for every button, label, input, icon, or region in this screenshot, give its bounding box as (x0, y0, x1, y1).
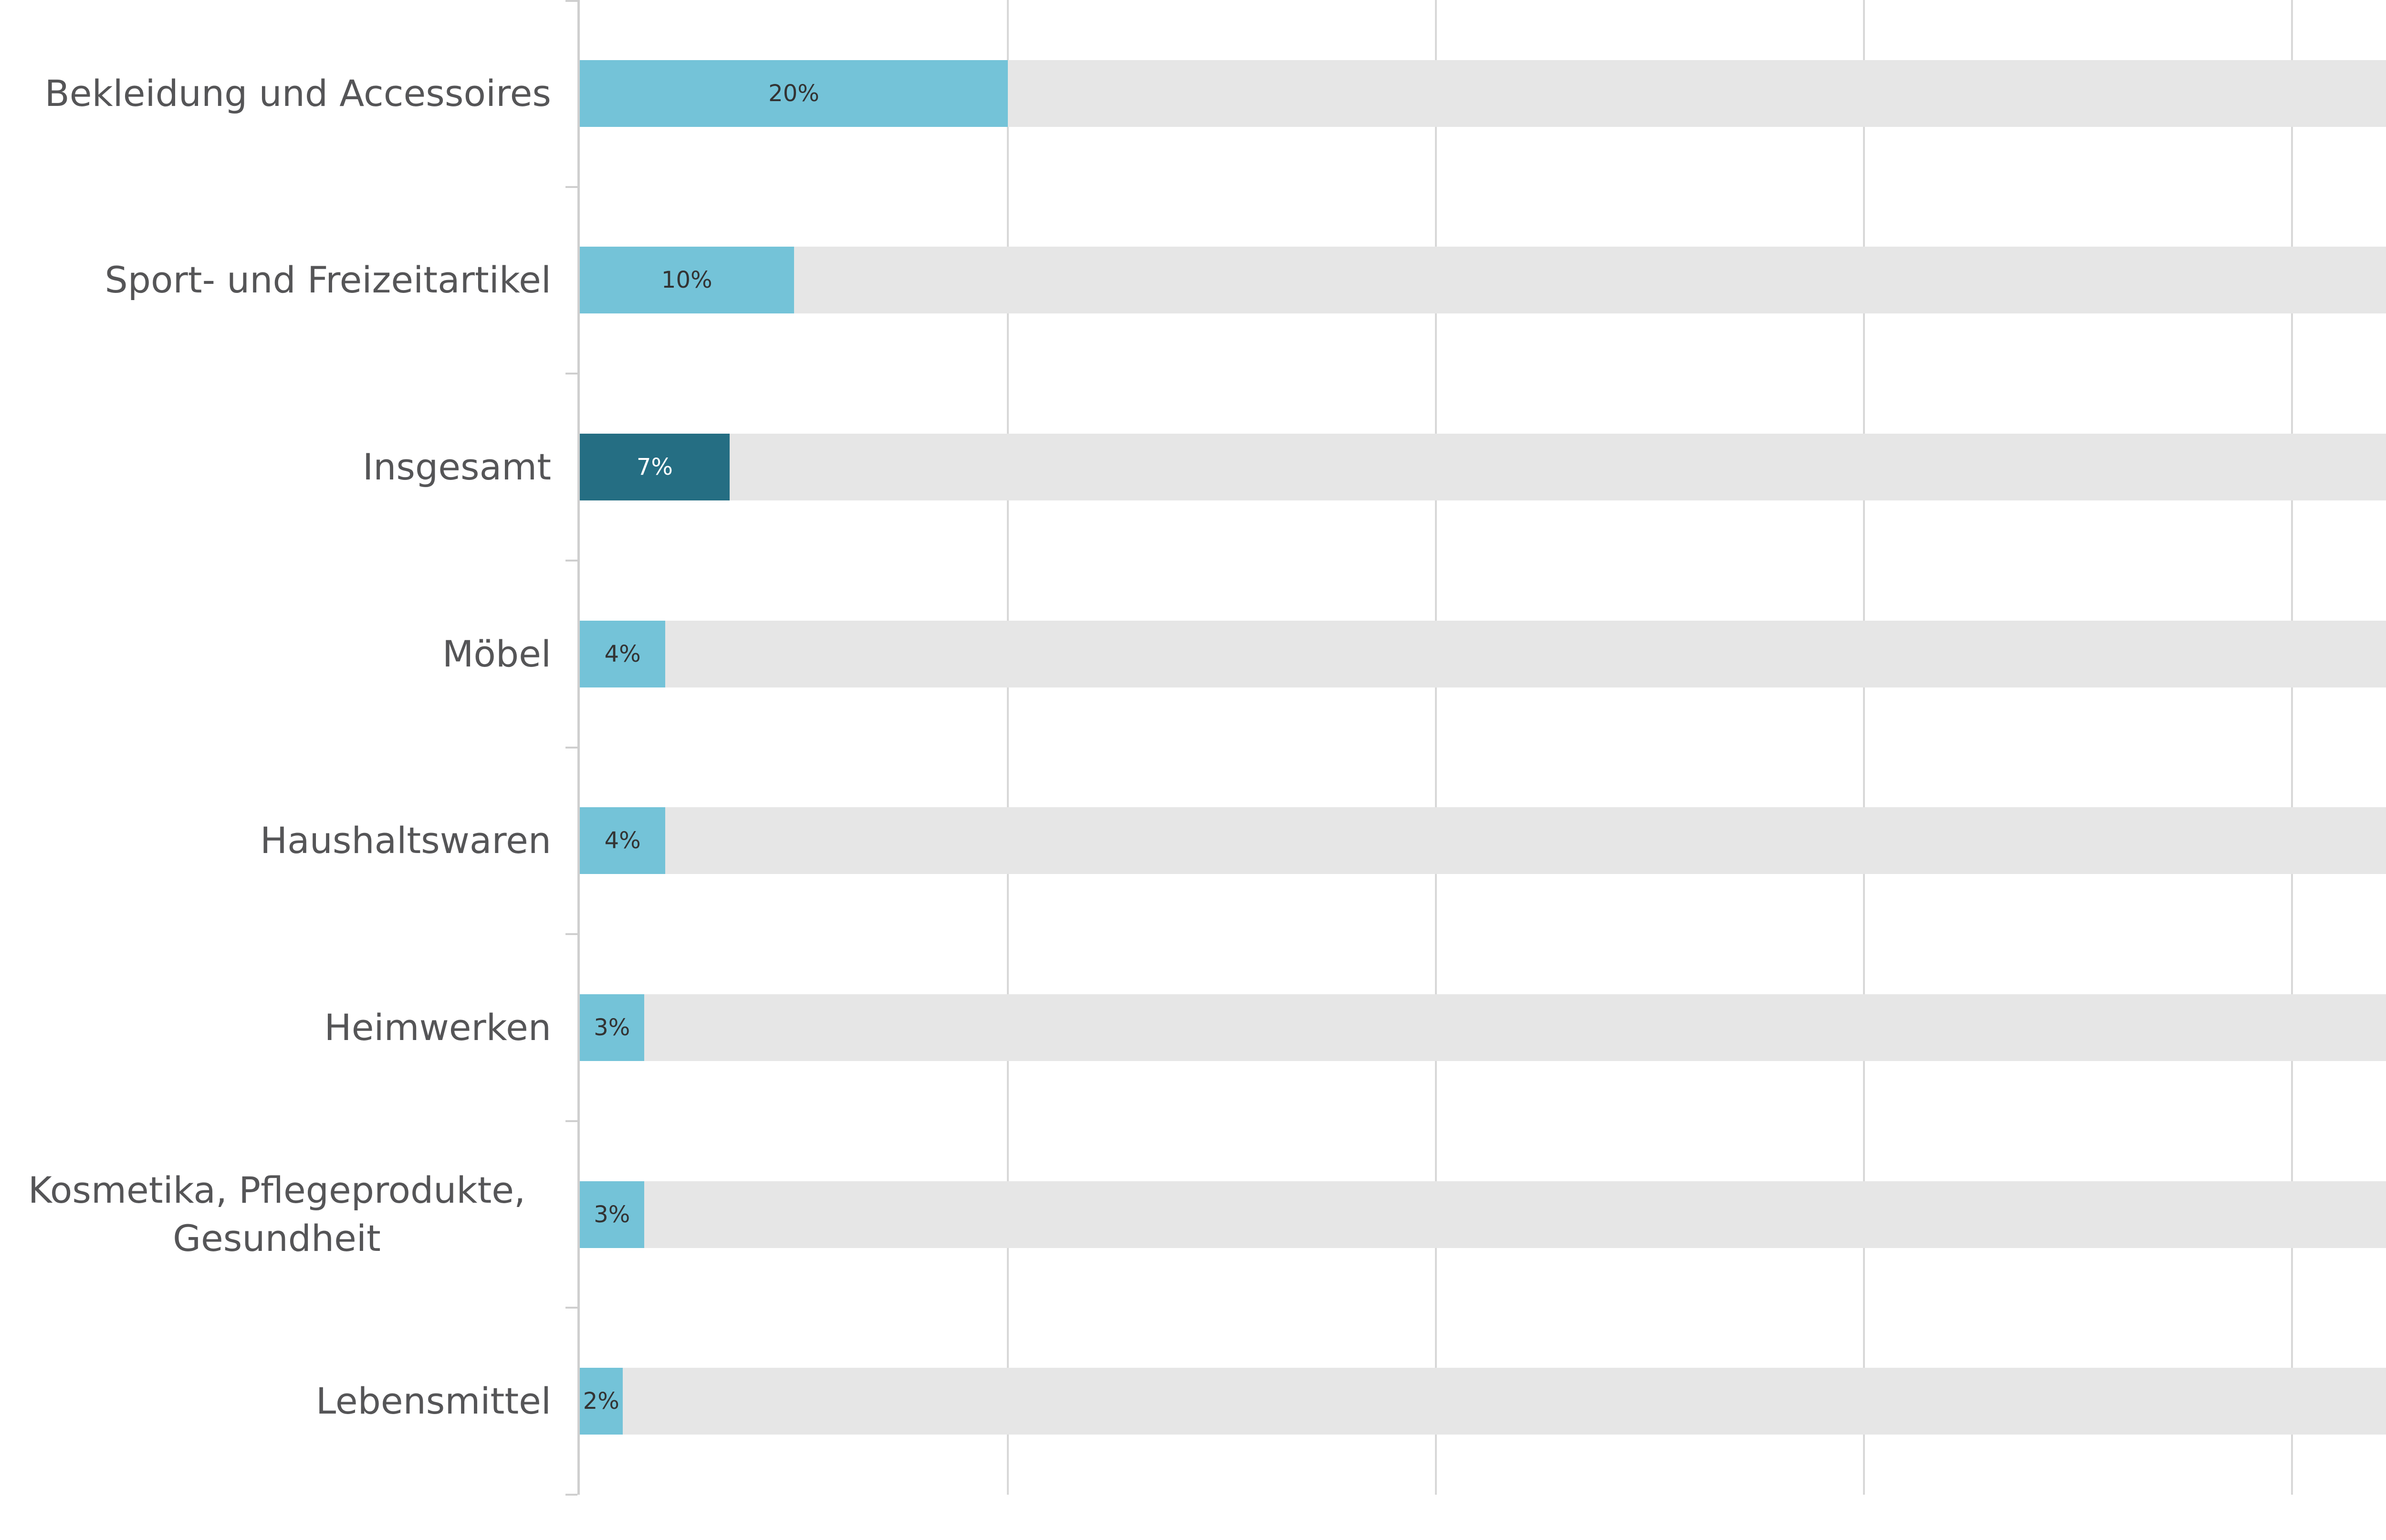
axis-tick (565, 1120, 577, 1122)
category-label: Haushaltswaren (0, 748, 551, 935)
bar: 4% (580, 620, 666, 687)
category-label: Sport- und Freizeitartikel (0, 187, 551, 374)
gridline (1863, 0, 1865, 1495)
bar-track (580, 807, 2386, 874)
value-label: 4% (604, 640, 641, 667)
category-label: Insgesamt (0, 374, 551, 561)
axis-tick (565, 933, 577, 936)
axis-tick (565, 373, 577, 375)
value-label: 20% (768, 80, 819, 107)
axis-tick (565, 1494, 577, 1496)
bar: 20% (580, 60, 1008, 127)
category-label: Kosmetika, Pflegeprodukte, Gesundheit (0, 1121, 551, 1308)
category-label-text: Möbel (442, 632, 551, 675)
bar-track (580, 247, 2386, 314)
category-label-text: Bekleidung und Accessoires (44, 72, 551, 114)
category-axis-line (577, 0, 580, 1495)
bar: 3% (580, 994, 644, 1061)
category-label-text: Sport- und Freizeitartikel (105, 259, 551, 302)
value-label: 7% (636, 454, 673, 481)
bar-track (580, 1368, 2386, 1435)
gridline (1435, 0, 1437, 1495)
category-label: Bekleidung und Accessoires (0, 0, 551, 187)
bar-track (580, 620, 2386, 687)
bar: 10% (580, 247, 794, 314)
gridline (2291, 0, 2293, 1495)
category-label-text: Lebensmittel (315, 1380, 551, 1423)
value-label: 4% (604, 827, 641, 854)
bar-track (580, 1181, 2386, 1248)
bar: 3% (580, 1181, 644, 1248)
bar-track (580, 994, 2386, 1061)
axis-tick (565, 746, 577, 749)
category-label: Lebensmittel (0, 1308, 551, 1495)
axis-tick (565, 1307, 577, 1309)
category-label-text: Haushaltswaren (260, 819, 551, 862)
category-label-text: Heimwerken (324, 1006, 551, 1049)
axis-tick (565, 0, 577, 2)
bar: 4% (580, 807, 666, 874)
value-label: 3% (594, 1014, 630, 1041)
bar-track (580, 434, 2386, 501)
value-label: 2% (583, 1388, 619, 1415)
category-label: Möbel (0, 561, 551, 748)
value-label: 10% (661, 267, 712, 294)
axis-tick (565, 559, 577, 562)
bar: 2% (580, 1368, 623, 1435)
category-label: Heimwerken (0, 934, 551, 1121)
category-label-text: Kosmetika, Pflegeprodukte, Gesundheit (28, 1169, 526, 1259)
bar-highlighted: 7% (580, 434, 730, 501)
value-label: 3% (594, 1201, 630, 1228)
axis-tick (565, 186, 577, 188)
category-label-text: Insgesamt (362, 445, 551, 488)
gridline (1007, 0, 1009, 1495)
